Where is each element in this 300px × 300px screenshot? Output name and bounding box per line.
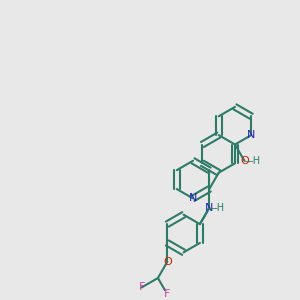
Text: —H: —H bbox=[243, 156, 260, 166]
Text: F: F bbox=[164, 289, 170, 299]
Text: —H: —H bbox=[208, 203, 225, 213]
Text: N: N bbox=[247, 130, 256, 140]
Text: O: O bbox=[163, 257, 172, 267]
Text: O: O bbox=[240, 156, 249, 166]
Text: F: F bbox=[138, 282, 145, 292]
Text: N: N bbox=[205, 203, 214, 213]
Text: N: N bbox=[189, 194, 197, 203]
